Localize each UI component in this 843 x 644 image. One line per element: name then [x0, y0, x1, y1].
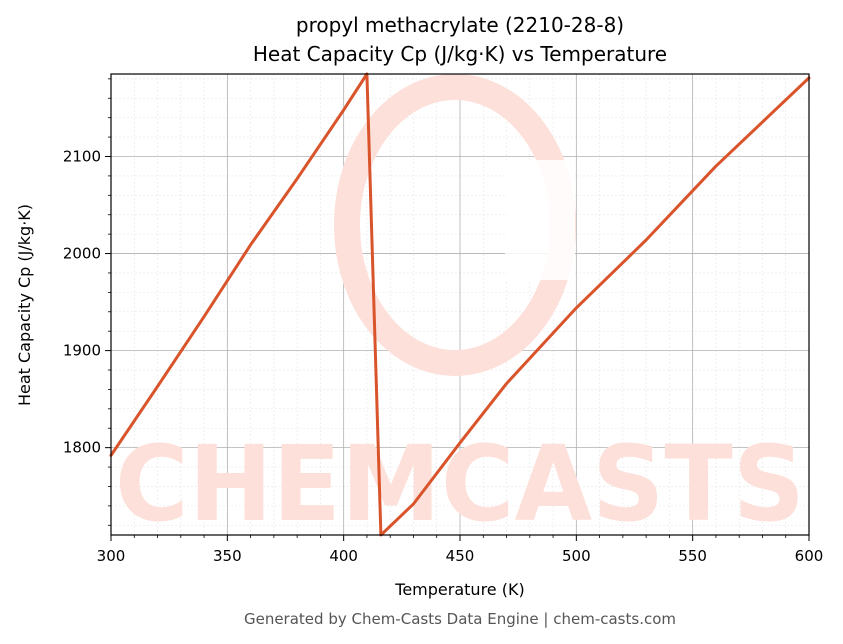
- y-tick-label: 1900: [63, 342, 101, 360]
- x-axis-label: Temperature (K): [394, 580, 524, 599]
- y-axis: 1800 1900 2000 2100: [63, 78, 111, 526]
- x-tick-label: 350: [213, 547, 242, 565]
- y-tick-label: 1800: [63, 439, 101, 457]
- y-tick-label: 2100: [63, 147, 101, 165]
- x-tick-label: 600: [795, 547, 824, 565]
- x-tick-label: 400: [329, 547, 358, 565]
- y-axis-label: Heat Capacity Cp (J/kg·K): [15, 204, 34, 406]
- x-tick-label: 500: [562, 547, 591, 565]
- x-axis: 300 350 400 450 500 550 600: [97, 535, 824, 565]
- footer-credit: Generated by Chem-Casts Data Engine | ch…: [244, 610, 676, 628]
- x-tick-label: 300: [97, 547, 126, 565]
- chart-title-line1: propyl methacrylate (2210-28-8): [296, 13, 624, 37]
- x-tick-label: 550: [678, 547, 707, 565]
- x-tick-label: 450: [446, 547, 475, 565]
- y-tick-label: 2000: [63, 245, 101, 263]
- chart-title-line2: Heat Capacity Cp (J/kg·K) vs Temperature: [253, 42, 667, 66]
